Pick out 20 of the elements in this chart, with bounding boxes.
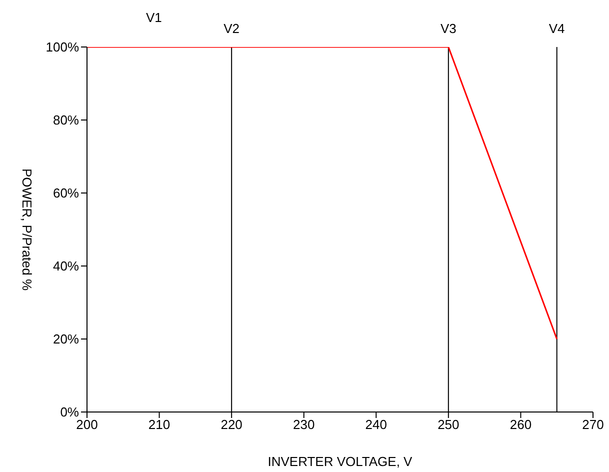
x-axis-title: INVERTER VOLTAGE, V [268,454,413,470]
x-tick-label: 250 [438,417,460,432]
y-tick-label: 60% [52,186,80,201]
x-tick-label: 220 [220,417,242,432]
ref-line-label: V3 [440,21,456,36]
y-tick-label: 40% [52,258,80,274]
x-tick-label: 200 [76,417,98,432]
x-tick-label: 260 [510,417,532,432]
x-tick-label: 240 [365,417,387,432]
ref-line-label: V4 [548,21,565,36]
x-tick-label: 270 [582,417,604,432]
y-tick-label: 80% [52,112,80,128]
y-tick-label: 20% [52,332,80,347]
x-tick-label: 230 [293,417,315,432]
y-axis-title: POWER, P/Prated % [19,168,34,291]
y-tick-label: 100% [46,40,80,55]
text: V1 [146,10,162,25]
y-tick-label: 0% [60,404,80,420]
ref-line-label: V2 [224,21,240,36]
x-tick-label: 210 [148,417,170,432]
